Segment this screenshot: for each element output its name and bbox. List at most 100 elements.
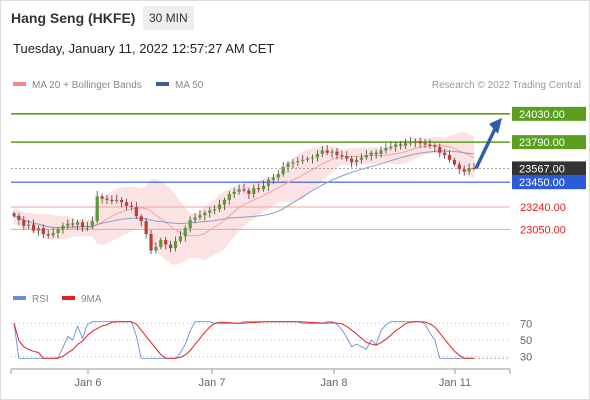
candle-body bbox=[330, 151, 334, 153]
forecast-arrow-head bbox=[489, 117, 502, 134]
candle-body bbox=[438, 146, 442, 153]
candle-body bbox=[198, 215, 202, 218]
candle-body bbox=[208, 210, 212, 213]
candle-body bbox=[46, 234, 50, 236]
forecast-arrow-line bbox=[474, 126, 498, 170]
ma20-legend-label: MA 20 + Bollinger Bands bbox=[32, 80, 142, 91]
candle-body bbox=[315, 153, 320, 158]
candle-body bbox=[364, 155, 368, 158]
copyright-text: Research © 2022 Trading Central bbox=[431, 80, 581, 91]
candle-body bbox=[76, 222, 80, 225]
candle-body bbox=[183, 228, 187, 237]
candle-body bbox=[447, 155, 452, 160]
bollinger-band-area bbox=[14, 132, 474, 265]
ma50-line bbox=[13, 150, 475, 229]
candle-body bbox=[222, 199, 227, 205]
analysis-datetime: Tuesday, January 11, 2022 12:57:27 AM CE… bbox=[13, 41, 275, 56]
candle-body bbox=[61, 225, 65, 230]
candle-body bbox=[51, 232, 55, 236]
candle-body bbox=[129, 205, 134, 207]
candle-body bbox=[452, 159, 457, 165]
candle-body bbox=[428, 144, 432, 146]
legend-9ma: 9MA bbox=[62, 294, 102, 305]
candle-body bbox=[217, 204, 222, 210]
candle-body bbox=[286, 163, 290, 167]
support-level-label: 23050.00 bbox=[520, 224, 566, 236]
candle-body bbox=[27, 224, 31, 226]
chart-header: Hang Seng (HKFE) 30 MIN bbox=[0, 0, 590, 36]
level-badge bbox=[512, 106, 586, 121]
candle-body bbox=[178, 236, 182, 242]
candle-body bbox=[291, 162, 295, 164]
candle-body bbox=[85, 225, 90, 227]
candle-body bbox=[271, 177, 275, 180]
candle-body bbox=[379, 150, 383, 154]
support-level-label: 23240.00 bbox=[520, 202, 566, 214]
candle-body bbox=[408, 142, 412, 144]
candle-body bbox=[154, 247, 158, 251]
candle-body bbox=[203, 212, 207, 216]
candle-body bbox=[71, 223, 75, 225]
candle-body bbox=[227, 193, 231, 200]
resistance-level-label: 24030.00 bbox=[519, 109, 565, 121]
candle-body bbox=[467, 168, 471, 172]
candle-body bbox=[443, 152, 447, 156]
candle-body bbox=[95, 196, 99, 222]
candle-body bbox=[41, 228, 45, 235]
rsi-ma-legend-label: 9MA bbox=[81, 294, 102, 305]
candle-body bbox=[252, 188, 256, 194]
candle-body bbox=[247, 190, 251, 194]
candle-body bbox=[115, 199, 119, 202]
timeframe-button[interactable]: 30 MIN bbox=[143, 6, 194, 30]
candle-body bbox=[100, 196, 104, 199]
rsi-ma-line bbox=[13, 321, 474, 359]
candle-body bbox=[389, 146, 393, 149]
candle-body bbox=[394, 144, 398, 147]
candle-body bbox=[281, 166, 285, 174]
candle-body bbox=[36, 228, 41, 231]
candle-body bbox=[369, 152, 373, 156]
level-badge bbox=[512, 135, 586, 150]
candle-body bbox=[398, 144, 403, 146]
candle-body bbox=[433, 145, 437, 147]
candle-body bbox=[276, 173, 280, 178]
rsi-ma-legend-swatch bbox=[62, 296, 75, 301]
candle-body bbox=[22, 219, 26, 226]
legend-rsi: RSI bbox=[13, 294, 49, 305]
candle-body bbox=[413, 140, 417, 143]
candle-body bbox=[144, 221, 148, 235]
current-level-label: 23567.00 bbox=[519, 163, 565, 175]
candle-body bbox=[188, 219, 192, 229]
candle-body bbox=[159, 239, 163, 248]
candle-body bbox=[350, 158, 354, 163]
candle-body bbox=[105, 198, 109, 200]
candle-body bbox=[340, 155, 344, 157]
legend-ma50: MA 50 bbox=[156, 80, 203, 91]
candle-body bbox=[173, 241, 178, 249]
candle-body bbox=[168, 244, 173, 249]
ma20-line bbox=[13, 144, 475, 237]
candle-body bbox=[257, 188, 261, 190]
x-axis-label: Jan 7 bbox=[199, 377, 226, 389]
candle-body bbox=[403, 143, 408, 146]
resistance-level-label: 23790.00 bbox=[519, 137, 565, 149]
rsi-legend-label: RSI bbox=[32, 294, 49, 305]
level-badge bbox=[512, 161, 586, 176]
candle-body bbox=[472, 168, 476, 170]
candle-body bbox=[124, 202, 129, 206]
candle-body bbox=[345, 156, 349, 159]
instrument-title: Hang Seng (HKFE) bbox=[11, 10, 136, 26]
rsi-tick-label: 50 bbox=[520, 335, 532, 347]
candle-body bbox=[457, 164, 461, 170]
x-axis-label: Jan 8 bbox=[321, 377, 348, 389]
candle-body bbox=[31, 224, 36, 231]
candle-body bbox=[66, 223, 70, 226]
candle-body bbox=[90, 221, 94, 226]
candle-body bbox=[320, 150, 324, 154]
candle-body bbox=[306, 158, 310, 160]
candle-body bbox=[193, 217, 197, 220]
candle-body bbox=[354, 159, 359, 163]
candle-body bbox=[325, 150, 329, 153]
candle-body bbox=[56, 229, 60, 233]
candle-body bbox=[139, 216, 143, 222]
